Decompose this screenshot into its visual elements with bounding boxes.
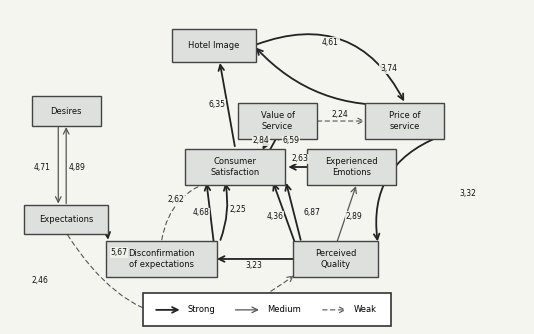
FancyBboxPatch shape bbox=[293, 241, 378, 277]
Text: Medium: Medium bbox=[267, 305, 301, 314]
Text: Strong: Strong bbox=[188, 305, 216, 314]
Text: 4,61: 4,61 bbox=[322, 38, 339, 47]
Text: 2,62: 2,62 bbox=[167, 195, 184, 204]
Text: 4,89: 4,89 bbox=[68, 163, 85, 171]
Text: 3,23: 3,23 bbox=[245, 261, 262, 270]
Text: Expectations: Expectations bbox=[39, 215, 93, 224]
FancyBboxPatch shape bbox=[172, 29, 256, 62]
Text: 4,36: 4,36 bbox=[266, 212, 284, 221]
Text: 2,25: 2,25 bbox=[230, 205, 246, 214]
Text: Weak: Weak bbox=[354, 305, 377, 314]
Text: 2,46: 2,46 bbox=[32, 276, 48, 285]
Text: Disconfirmation
of expectations: Disconfirmation of expectations bbox=[128, 249, 194, 269]
Text: 4,71: 4,71 bbox=[34, 163, 51, 171]
Text: 4,68: 4,68 bbox=[192, 208, 209, 217]
Text: 2,89: 2,89 bbox=[346, 212, 363, 221]
Text: 6,35: 6,35 bbox=[208, 100, 225, 109]
Text: 6,59: 6,59 bbox=[282, 136, 299, 145]
Text: 5,67: 5,67 bbox=[111, 248, 128, 257]
FancyBboxPatch shape bbox=[106, 241, 217, 277]
FancyBboxPatch shape bbox=[238, 103, 317, 139]
Text: Consumer
Satisfaction: Consumer Satisfaction bbox=[211, 157, 260, 177]
Text: 3,32: 3,32 bbox=[459, 189, 476, 198]
FancyBboxPatch shape bbox=[185, 149, 286, 185]
FancyBboxPatch shape bbox=[307, 149, 396, 185]
Text: Experienced
Emotions: Experienced Emotions bbox=[325, 157, 378, 177]
Text: Perceived
Quality: Perceived Quality bbox=[315, 249, 356, 269]
FancyBboxPatch shape bbox=[365, 103, 444, 139]
FancyBboxPatch shape bbox=[143, 294, 391, 326]
Text: Price of
service: Price of service bbox=[389, 111, 420, 131]
Text: Desires: Desires bbox=[50, 107, 82, 116]
Text: 3,74: 3,74 bbox=[380, 64, 397, 73]
Text: Hotel Image: Hotel Image bbox=[189, 41, 240, 50]
Text: 6,87: 6,87 bbox=[303, 208, 320, 217]
Text: 2,24: 2,24 bbox=[332, 110, 348, 119]
FancyBboxPatch shape bbox=[32, 97, 100, 126]
Text: 2,84: 2,84 bbox=[252, 136, 269, 145]
Text: 2,63: 2,63 bbox=[292, 154, 308, 163]
FancyBboxPatch shape bbox=[24, 205, 108, 234]
Text: Value of
Service: Value of Service bbox=[261, 111, 295, 131]
